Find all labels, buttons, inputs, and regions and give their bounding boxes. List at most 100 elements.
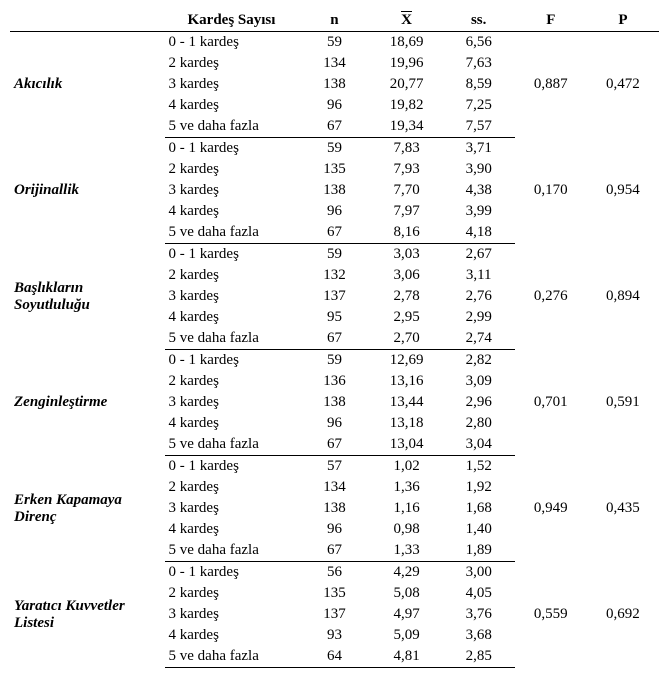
n-cell: 59 xyxy=(298,32,370,54)
category-cell: 0 - 1 kardeş xyxy=(165,32,299,54)
category-cell: 5 ve daha fazla xyxy=(165,116,299,138)
category-cell: 2 kardeş xyxy=(165,53,299,74)
mean-cell: 7,97 xyxy=(371,201,443,222)
mean-cell: 19,34 xyxy=(371,116,443,138)
category-cell: 5 ve daha fazla xyxy=(165,328,299,350)
category-cell: 3 kardeş xyxy=(165,286,299,307)
anova-table: Kardeş Sayısı n X ss. F P Akıcılık0 - 1 … xyxy=(10,10,659,668)
n-cell: 67 xyxy=(298,116,370,138)
mean-cell: 5,09 xyxy=(371,625,443,646)
category-cell: 2 kardeş xyxy=(165,477,299,498)
n-cell: 56 xyxy=(298,562,370,584)
p-cell: 0,472 xyxy=(587,32,659,138)
f-cell: 0,276 xyxy=(515,244,587,350)
category-cell: 0 - 1 kardeş xyxy=(165,562,299,584)
p-cell: 0,435 xyxy=(587,456,659,562)
n-cell: 59 xyxy=(298,138,370,160)
category-cell: 4 kardeş xyxy=(165,201,299,222)
p-cell: 0,692 xyxy=(587,562,659,668)
category-cell: 3 kardeş xyxy=(165,74,299,95)
n-cell: 59 xyxy=(298,244,370,266)
n-cell: 64 xyxy=(298,646,370,668)
sd-cell: 2,76 xyxy=(443,286,515,307)
category-cell: 4 kardeş xyxy=(165,95,299,116)
category-cell: 2 kardeş xyxy=(165,265,299,286)
mean-cell: 4,81 xyxy=(371,646,443,668)
mean-cell: 3,06 xyxy=(371,265,443,286)
sd-cell: 4,38 xyxy=(443,180,515,201)
header-row: Kardeş Sayısı n X ss. F P xyxy=(10,10,659,32)
table-row: Orijinallik0 - 1 kardeş597,833,710,1700,… xyxy=(10,138,659,160)
category-cell: 2 kardeş xyxy=(165,371,299,392)
table-row: Başlıkların Soyutluluğu0 - 1 kardeş593,0… xyxy=(10,244,659,266)
sd-cell: 3,11 xyxy=(443,265,515,286)
n-cell: 135 xyxy=(298,583,370,604)
sd-cell: 8,59 xyxy=(443,74,515,95)
category-cell: 4 kardeş xyxy=(165,307,299,328)
category-cell: 5 ve daha fazla xyxy=(165,646,299,668)
mean-cell: 12,69 xyxy=(371,350,443,372)
mean-cell: 1,02 xyxy=(371,456,443,478)
category-cell: 5 ve daha fazla xyxy=(165,222,299,244)
group-label: Orijinallik xyxy=(10,138,165,244)
group-label: Yaratıcı Kuvvetler Listesi xyxy=(10,562,165,668)
sd-cell: 2,80 xyxy=(443,413,515,434)
header-rowlabel xyxy=(10,10,165,32)
category-cell: 3 kardeş xyxy=(165,604,299,625)
sd-cell: 1,40 xyxy=(443,519,515,540)
mean-cell: 1,16 xyxy=(371,498,443,519)
sd-cell: 2,82 xyxy=(443,350,515,372)
f-cell: 0,701 xyxy=(515,350,587,456)
n-cell: 138 xyxy=(298,392,370,413)
category-cell: 3 kardeş xyxy=(165,498,299,519)
n-cell: 132 xyxy=(298,265,370,286)
mean-cell: 13,04 xyxy=(371,434,443,456)
mean-cell: 1,33 xyxy=(371,540,443,562)
category-cell: 3 kardeş xyxy=(165,392,299,413)
category-cell: 4 kardeş xyxy=(165,625,299,646)
mean-cell: 2,95 xyxy=(371,307,443,328)
mean-cell: 7,70 xyxy=(371,180,443,201)
n-cell: 67 xyxy=(298,328,370,350)
mean-cell: 4,97 xyxy=(371,604,443,625)
n-cell: 67 xyxy=(298,222,370,244)
n-cell: 137 xyxy=(298,286,370,307)
f-cell: 0,559 xyxy=(515,562,587,668)
sd-cell: 4,05 xyxy=(443,583,515,604)
mean-cell: 19,96 xyxy=(371,53,443,74)
n-cell: 96 xyxy=(298,519,370,540)
mean-cell: 7,83 xyxy=(371,138,443,160)
sd-cell: 1,52 xyxy=(443,456,515,478)
sd-cell: 2,99 xyxy=(443,307,515,328)
sd-cell: 2,85 xyxy=(443,646,515,668)
n-cell: 137 xyxy=(298,604,370,625)
f-cell: 0,170 xyxy=(515,138,587,244)
sd-cell: 1,89 xyxy=(443,540,515,562)
p-cell: 0,894 xyxy=(587,244,659,350)
category-cell: 3 kardeş xyxy=(165,180,299,201)
mean-cell: 0,98 xyxy=(371,519,443,540)
mean-cell: 4,29 xyxy=(371,562,443,584)
p-cell: 0,591 xyxy=(587,350,659,456)
header-mean: X xyxy=(371,10,443,32)
table-row: Akıcılık0 - 1 kardeş5918,696,560,8870,47… xyxy=(10,32,659,54)
n-cell: 135 xyxy=(298,159,370,180)
sd-cell: 2,96 xyxy=(443,392,515,413)
n-cell: 67 xyxy=(298,540,370,562)
category-cell: 4 kardeş xyxy=(165,413,299,434)
header-f: F xyxy=(515,10,587,32)
sd-cell: 3,90 xyxy=(443,159,515,180)
n-cell: 138 xyxy=(298,180,370,201)
table-row: Erken Kapamaya Direnç0 - 1 kardeş571,021… xyxy=(10,456,659,478)
sd-cell: 3,09 xyxy=(443,371,515,392)
f-cell: 0,887 xyxy=(515,32,587,138)
group-label: Erken Kapamaya Direnç xyxy=(10,456,165,562)
mean-cell: 19,82 xyxy=(371,95,443,116)
header-p: P xyxy=(587,10,659,32)
mean-cell: 7,93 xyxy=(371,159,443,180)
header-category: Kardeş Sayısı xyxy=(165,10,299,32)
n-cell: 95 xyxy=(298,307,370,328)
table-row: Zenginleştirme0 - 1 kardeş5912,692,820,7… xyxy=(10,350,659,372)
mean-cell: 13,18 xyxy=(371,413,443,434)
sd-cell: 6,56 xyxy=(443,32,515,54)
